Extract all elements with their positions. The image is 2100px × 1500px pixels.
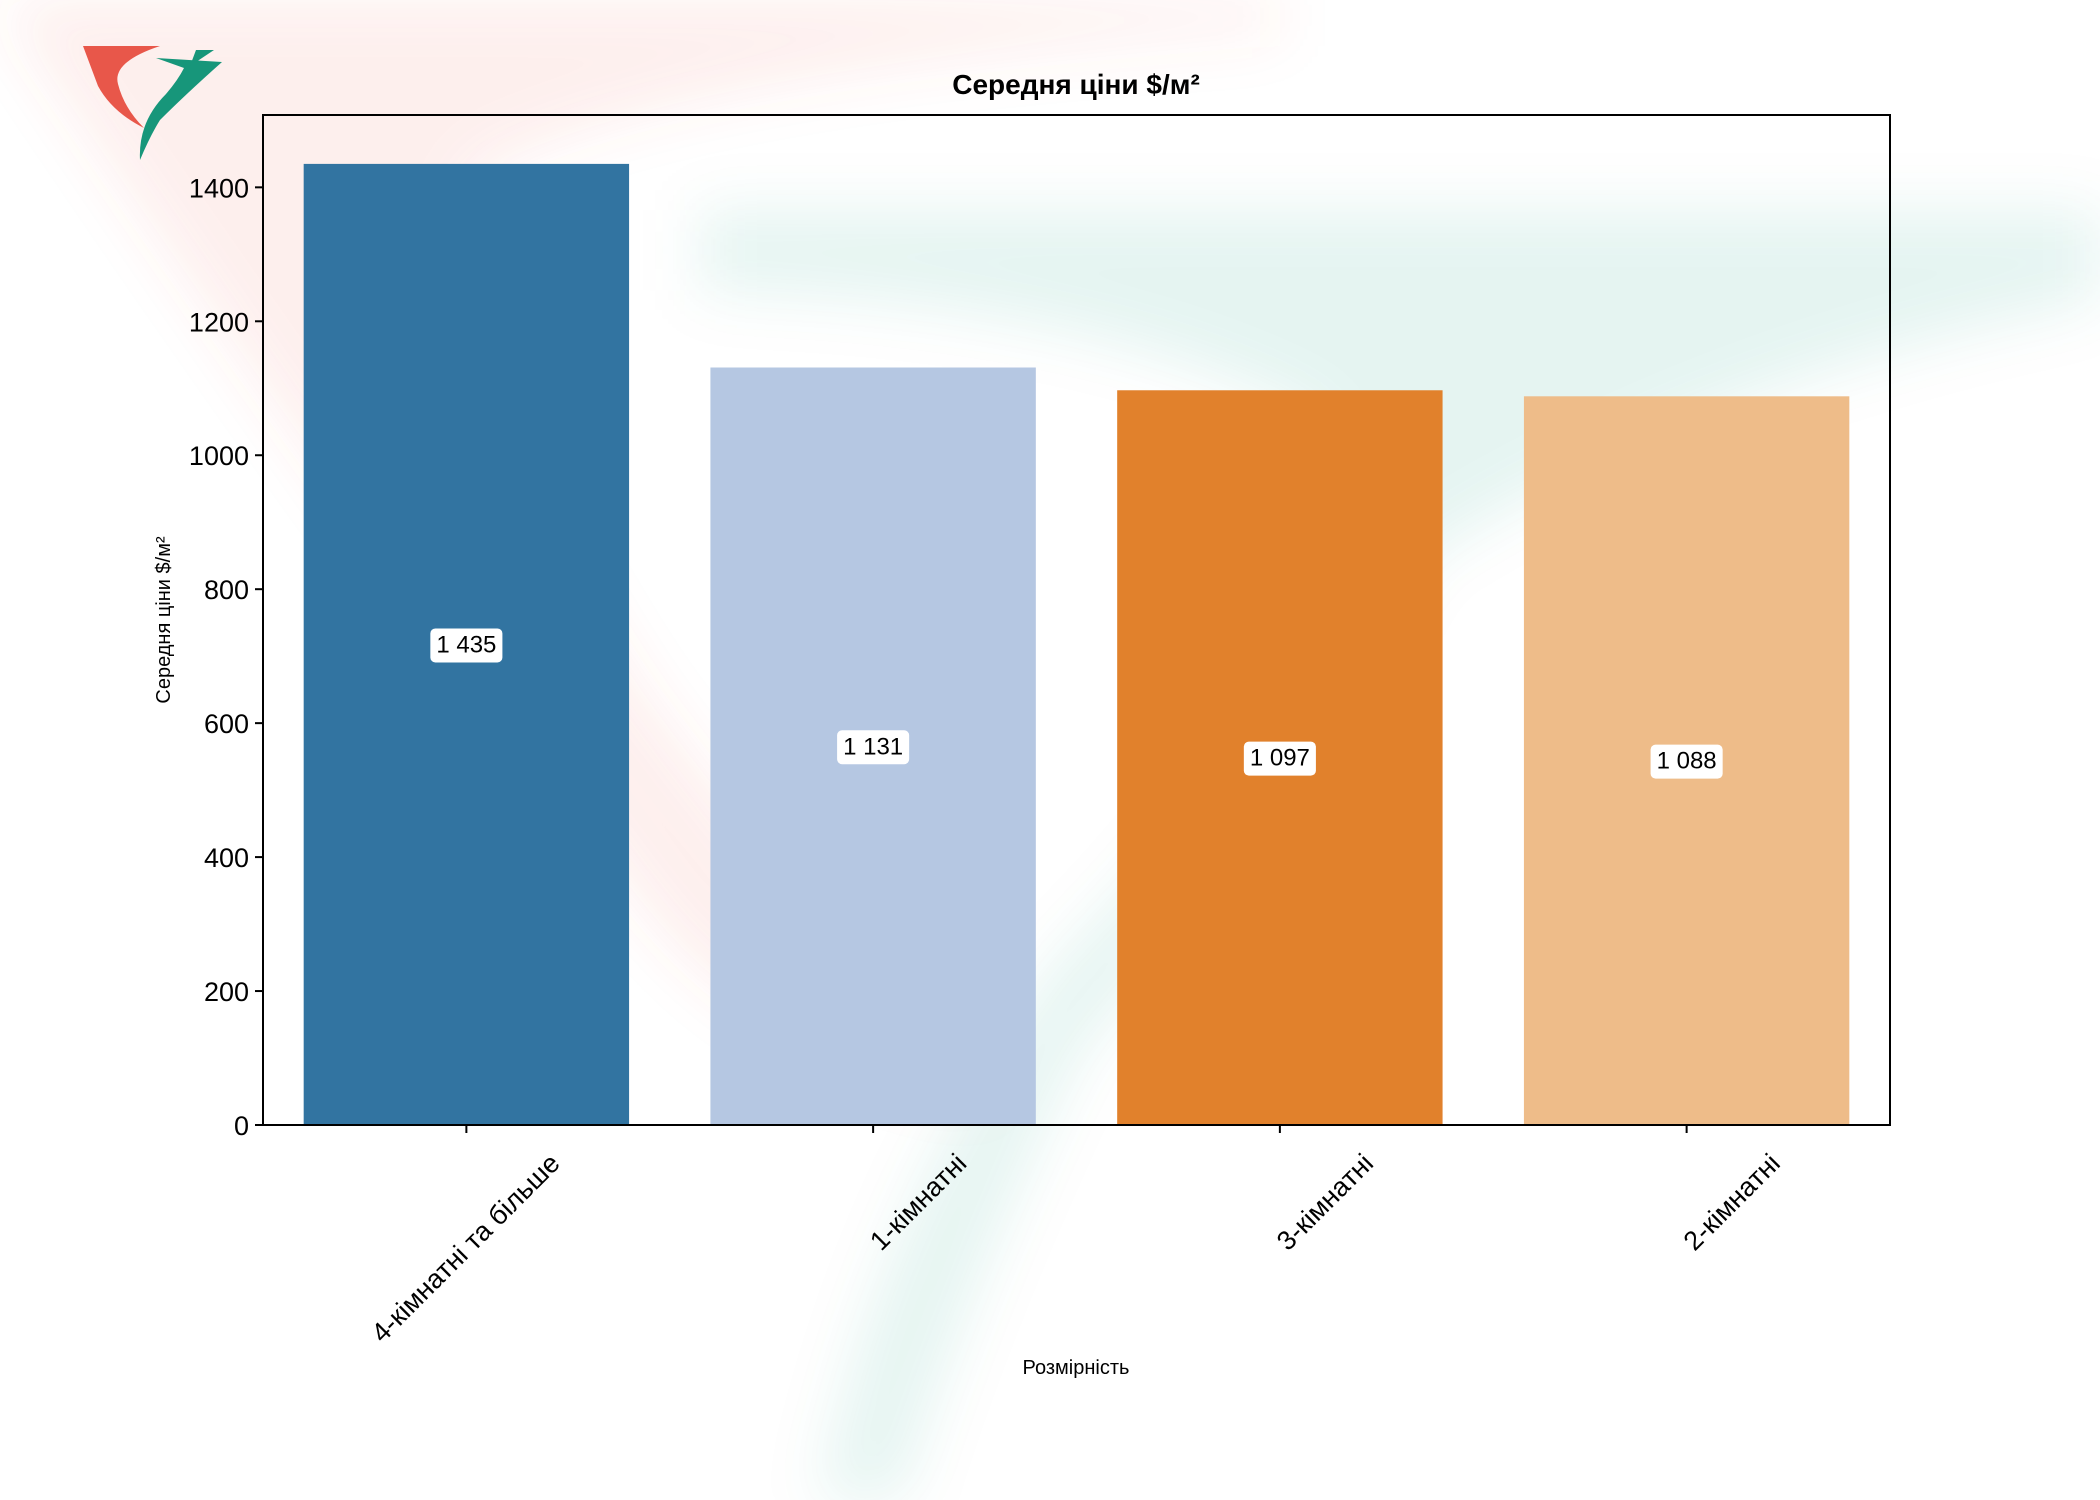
y-tick-label: 1400 [189,173,249,203]
y-axis: 0 200 400 600 800 1000 1200 1400 [189,173,263,1141]
logo-green-accent [190,50,214,66]
data-label-box [837,730,910,765]
data-label-text: 1 088 [1657,748,1717,775]
y-tick-label: 0 [234,1111,249,1141]
logo-red-wing [83,46,160,128]
data-label-text: 1 131 [843,733,903,760]
y-tick-label: 600 [204,709,249,739]
data-label-text: 1 097 [1250,745,1310,772]
data-label-box [1243,741,1316,776]
company-logo [83,46,222,160]
data-label-box [1650,744,1723,779]
y-tick-label: 1000 [189,441,249,471]
logo-green-wing [139,58,222,160]
x-tick-label: 4-кімнатні та більше [365,1148,565,1348]
x-axis-label: Розмірність [1023,1357,1130,1379]
y-axis-label: Середня ціни $/м² [153,536,175,704]
data-label-1: 1 435 [430,628,503,663]
data-label-box [430,628,503,663]
data-label-text: 1 435 [436,631,496,658]
plot-frame [262,114,1891,1126]
data-label-2: 1 131 [837,730,910,765]
data-label-3: 1 097 [1243,741,1316,776]
x-axis: 4-кімнатні та більше 1-кімнатні 3-кімнатні… [365,1125,1786,1348]
y-tick-label: 200 [204,977,249,1007]
x-tick-label: 3-кімнатні [1271,1148,1379,1256]
data-labels-layer: 1 435 1 131 1 097 1 088 [430,628,1723,779]
x-tick-label: 2-кімнатні [1678,1148,1786,1256]
chart-title: Середня ціни $/м² [952,69,1200,100]
y-tick-label: 1200 [189,307,249,337]
y-tick-label: 800 [204,575,249,605]
y-tick-label: 400 [204,843,249,873]
data-label-4: 1 088 [1650,744,1723,779]
